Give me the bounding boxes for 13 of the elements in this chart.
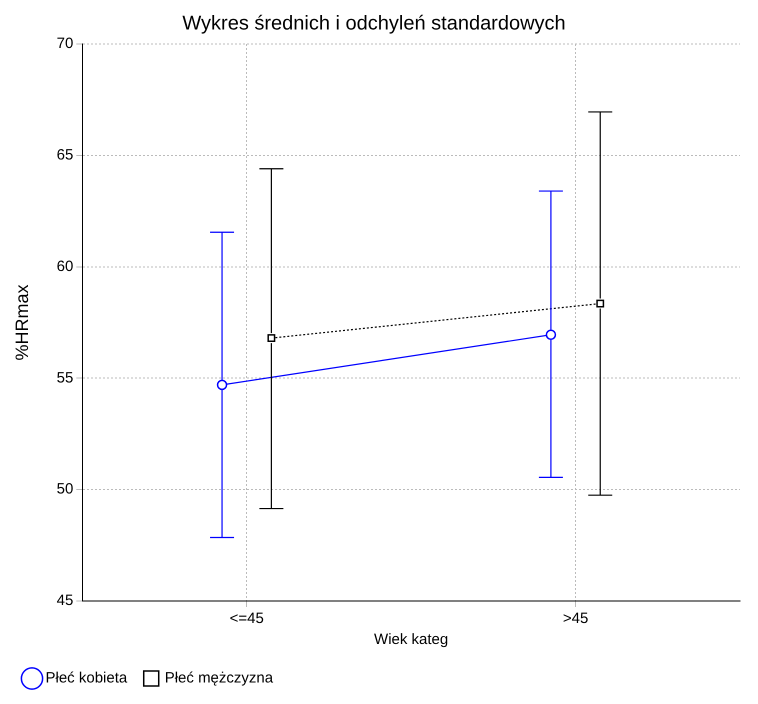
y-tick-label: 45 <box>56 592 74 610</box>
x-tick-label: >45 <box>562 610 588 628</box>
chart-title: Wykres średnich i odchyleń standardowych <box>182 12 566 35</box>
y-tick-label: 65 <box>56 146 74 164</box>
legend-label: Płeć kobieta <box>46 670 128 687</box>
y-tick-label: 60 <box>56 258 74 275</box>
legend-label: Płeć mężczyzna <box>164 670 274 687</box>
x-axis-title: Wiek kateg <box>374 631 448 648</box>
y-tick-label: 55 <box>56 369 74 386</box>
y-tick-label: 70 <box>56 35 74 52</box>
x-tick-label: <=45 <box>230 610 264 628</box>
y-axis-title: %HRmax <box>12 284 32 361</box>
y-tick-label: 50 <box>56 480 74 498</box>
